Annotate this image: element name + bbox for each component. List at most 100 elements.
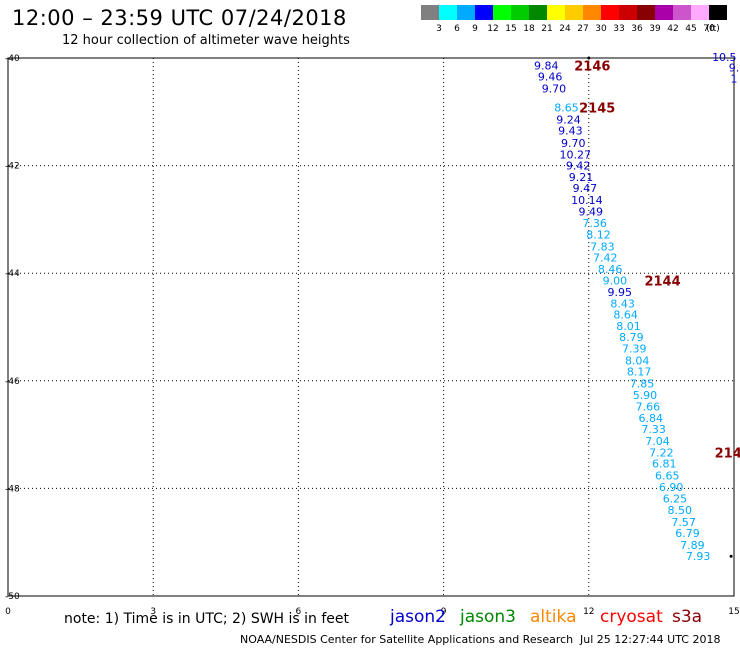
legend-swatch	[637, 5, 655, 20]
pass-number-label: 2145	[579, 101, 615, 116]
chart-subtitle: 12 hour collection of altimeter wave hei…	[62, 33, 350, 48]
pass-number-label: 2146	[574, 60, 610, 75]
legend-label: 21	[541, 24, 553, 34]
generation-timestamp: Jul 25 12:27:44 UTC 2018	[580, 633, 721, 646]
y-tick-label: -42	[5, 162, 20, 172]
wave-height-point: 6.84	[639, 412, 664, 425]
legend-label: 70	[703, 24, 715, 34]
wave-height-point: 8.01	[616, 320, 641, 333]
credit-line: NOAA/NESDIS Center for Satellite Applica…	[240, 633, 574, 646]
legend-label: 27	[577, 24, 589, 34]
wave-height-point: 9.95	[608, 286, 633, 299]
wave-height-point: 7.93	[686, 550, 711, 563]
x-tick-label: 15	[728, 607, 739, 617]
legend-label: 33	[613, 24, 625, 34]
y-tick-label: -40	[5, 54, 20, 64]
wave-height-point: 1	[731, 72, 738, 85]
legend-label: 24	[559, 24, 571, 34]
y-tick-label: -50	[5, 592, 20, 602]
legend-swatch	[673, 5, 691, 20]
wave-height-point: 8.79	[619, 331, 644, 344]
wave-height-point: 7.85	[630, 377, 655, 390]
wave-height-point: 9.70	[561, 137, 586, 150]
legend-swatch	[511, 5, 529, 20]
track-marker	[587, 56, 591, 60]
legend-swatch	[529, 5, 547, 20]
wave-height-point: 8.12	[586, 228, 611, 241]
x-tick-label: 9	[441, 607, 447, 617]
wave-height-point: 6.79	[675, 527, 700, 540]
wave-height-point: 6.25	[663, 493, 688, 506]
wave-height-point: 10.5	[712, 51, 737, 64]
wave-height-point: 8.04	[625, 354, 650, 367]
legend-label: 15	[505, 24, 517, 34]
x-tick-label: 3	[150, 607, 156, 617]
wave-height-point: 8.50	[668, 504, 693, 517]
wave-height-point: 7.36	[582, 217, 607, 230]
wave-height-point: 6.65	[655, 469, 680, 482]
wave-height-point: 9.	[729, 62, 740, 75]
wave-height-point: 9.24	[556, 113, 581, 126]
wave-height-point: 9.47	[573, 182, 598, 195]
wave-height-point: 8.64	[613, 309, 638, 322]
satellite-legend-altika: altika	[530, 607, 577, 627]
legend-swatch	[439, 5, 457, 20]
wave-height-point: 9.70	[542, 83, 567, 96]
legend-label: 45	[685, 24, 697, 34]
legend-swatch	[601, 5, 619, 20]
legend-label: 12	[487, 24, 499, 34]
wave-height-point: 7.57	[671, 516, 696, 529]
satellite-legend-jason2: jason2	[390, 607, 446, 627]
legend-swatch	[691, 5, 709, 20]
x-tick-label: 6	[296, 607, 302, 617]
chart-title: 12:00 – 23:59 UTC 07/24/2018	[12, 6, 347, 30]
legend-swatch	[421, 5, 439, 20]
pass-number-label: 2144	[644, 275, 680, 290]
wave-height-point: 8.46	[598, 263, 623, 276]
legend-swatch	[457, 5, 475, 20]
footer-note: note: 1) Time is in UTC; 2) SWH is in fe…	[64, 611, 350, 627]
wave-height-point: 8.65	[554, 101, 579, 114]
wave-height-point: 9.49	[578, 205, 603, 218]
wave-height-point: 10.14	[571, 194, 603, 207]
legend-label: 42	[667, 24, 679, 34]
wave-height-point: 6.90	[659, 481, 684, 494]
legend-swatch	[547, 5, 565, 20]
wave-height-point: 7.83	[590, 240, 615, 253]
wave-height-point: 9.00	[603, 275, 628, 288]
wave-height-point: 7.39	[622, 343, 647, 356]
wave-height-point: 6.81	[652, 458, 677, 471]
x-tick-label: 0	[5, 607, 11, 617]
y-tick-label: -46	[5, 377, 20, 387]
satellite-legend-jason3: jason3	[460, 607, 516, 627]
plot-frame	[7, 57, 735, 597]
wave-height-point: 5.90	[633, 389, 658, 402]
x-tick-label: 12	[583, 607, 594, 617]
legend-label: 30	[595, 24, 607, 34]
legend-label: 3	[436, 24, 442, 34]
wave-height-point: 9.43	[558, 125, 583, 138]
wave-height-point: 7.42	[593, 252, 618, 265]
wave-height-point: 8.43	[610, 297, 635, 310]
wave-height-point: 7.33	[641, 423, 666, 436]
wave-height-point: 7.04	[645, 435, 670, 448]
y-tick-label: -44	[5, 269, 20, 279]
legend-unit: (ft)	[706, 24, 720, 34]
wave-height-point: 7.22	[649, 446, 674, 459]
legend-swatch	[655, 5, 673, 20]
wave-height-point: 7.66	[636, 401, 661, 414]
wave-height-point: 9.84	[534, 60, 559, 73]
wave-height-point: 9.46	[538, 70, 563, 83]
wave-height-point: 10.27	[559, 148, 591, 161]
wave-height-point: 8.17	[627, 366, 652, 379]
satellite-legend-cryosat: cryosat	[600, 607, 663, 627]
legend-swatch	[493, 5, 511, 20]
wave-height-point: 9.21	[569, 171, 594, 184]
legend-label: 18	[523, 24, 535, 34]
legend-swatch	[619, 5, 637, 20]
legend-label: 9	[472, 24, 478, 34]
pass-number-label: 2143	[715, 446, 740, 461]
wave-height-point: 7.89	[680, 539, 705, 552]
legend-label: 6	[454, 24, 460, 34]
